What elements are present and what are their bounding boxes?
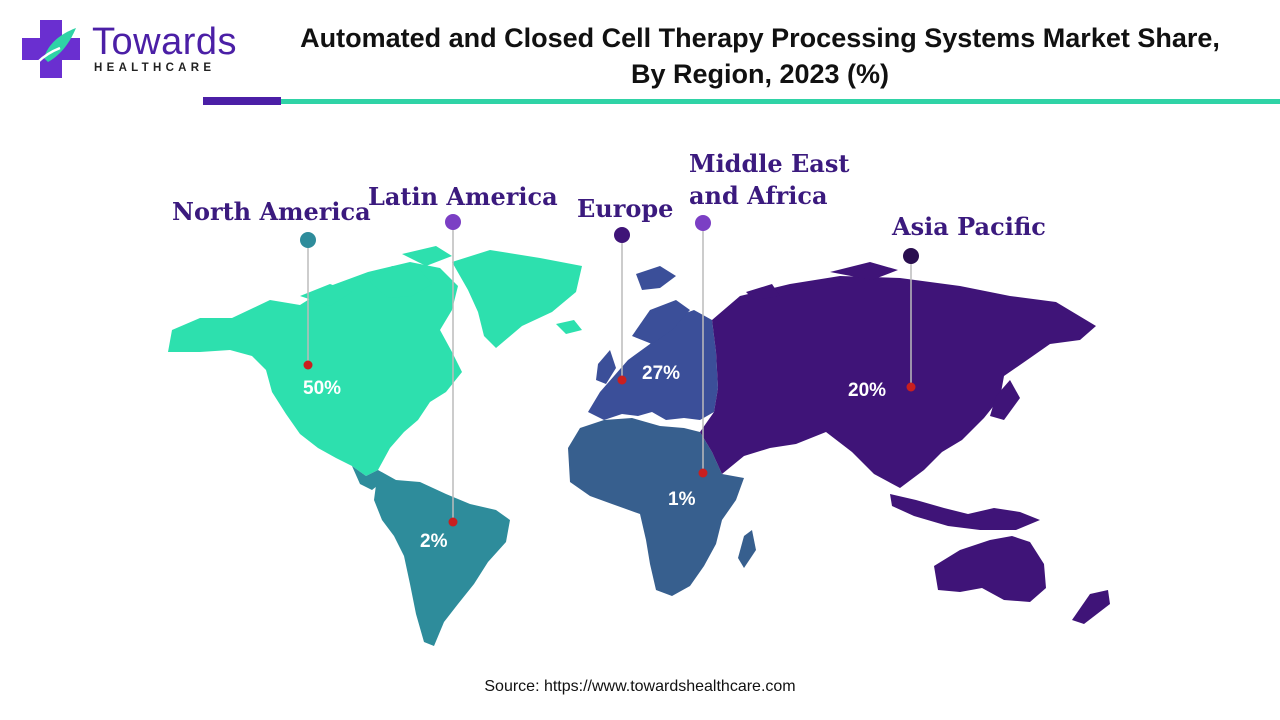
north-america-shape bbox=[168, 262, 462, 476]
europe-label: Europe bbox=[577, 194, 674, 223]
logo-word: Towards bbox=[92, 21, 237, 63]
latin-america-shape bbox=[374, 470, 510, 646]
iceland-shape bbox=[556, 320, 582, 334]
region-asia-pacific bbox=[700, 262, 1110, 624]
europe-marker bbox=[617, 375, 627, 385]
latin-america-value: 2% bbox=[420, 531, 448, 552]
title-line-1: Automated and Closed Cell Therapy Proces… bbox=[300, 23, 1220, 53]
central-america-shape bbox=[352, 466, 382, 490]
source-note: Source: https://www.towardshealthcare.co… bbox=[484, 678, 796, 695]
japan-shape bbox=[990, 380, 1020, 420]
uk-shape bbox=[596, 350, 616, 384]
logo-subtitle: HEALTHCARE bbox=[94, 62, 216, 74]
north-america-value: 50% bbox=[303, 378, 342, 399]
mea-marker bbox=[698, 468, 708, 478]
svalbard-shape bbox=[636, 266, 676, 290]
page-title: Automated and Closed Cell Therapy Proces… bbox=[250, 20, 1270, 92]
australia-shape bbox=[934, 536, 1046, 602]
latin-america-pin bbox=[445, 214, 461, 230]
asia-pacific-value: 20% bbox=[848, 380, 887, 401]
mea-label-line-1: Middle East bbox=[689, 149, 850, 178]
title-underline bbox=[281, 99, 1280, 104]
asia-pacific-pin bbox=[903, 248, 919, 264]
arctic-islands-shape bbox=[300, 246, 452, 306]
mea-label-line-2: and Africa bbox=[689, 181, 828, 210]
logo-cross-icon bbox=[22, 20, 80, 78]
madagascar-shape bbox=[738, 530, 756, 568]
region-middle-east-africa bbox=[568, 418, 756, 596]
title-line-2: By Region, 2023 (%) bbox=[630, 59, 890, 89]
latin-america-label: Latin America bbox=[368, 182, 558, 211]
region-europe bbox=[588, 266, 718, 420]
asia-shape bbox=[700, 276, 1096, 488]
mea-value: 1% bbox=[668, 489, 696, 510]
europe-shape bbox=[588, 310, 718, 420]
region-north-america bbox=[168, 246, 582, 476]
asia-pacific-label: Asia Pacific bbox=[892, 212, 1046, 241]
north-america-label: North America bbox=[172, 197, 371, 226]
brand-logo: Towards HEALTHCARE bbox=[20, 18, 240, 80]
mea-label: Middle East and Africa bbox=[689, 148, 849, 212]
region-latin-america bbox=[352, 466, 510, 646]
new-zealand-shape bbox=[1072, 590, 1110, 624]
latin-america-marker bbox=[448, 517, 458, 527]
siberian-islands-shape bbox=[746, 262, 898, 300]
europe-pin bbox=[614, 227, 630, 243]
europe-value: 27% bbox=[642, 363, 681, 384]
scandinavia-shape bbox=[632, 300, 690, 344]
title-underline-accent bbox=[203, 97, 281, 105]
mea-pin bbox=[695, 215, 711, 231]
north-america-pin bbox=[300, 232, 316, 248]
indonesia-shape bbox=[890, 494, 1040, 530]
asia-pacific-marker bbox=[906, 382, 916, 392]
africa-shape bbox=[568, 418, 744, 596]
greenland-shape bbox=[452, 250, 582, 348]
north-america-marker bbox=[303, 360, 313, 370]
